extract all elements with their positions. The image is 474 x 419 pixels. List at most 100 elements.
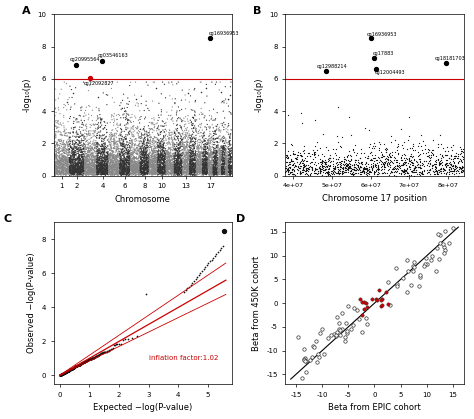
Point bbox=[64, 142, 72, 148]
Point bbox=[102, 170, 110, 177]
Point bbox=[321, 170, 328, 176]
Point bbox=[216, 168, 224, 174]
Point bbox=[451, 163, 459, 170]
Point bbox=[193, 157, 201, 164]
Point bbox=[168, 165, 176, 171]
Point bbox=[173, 160, 181, 167]
Point bbox=[119, 160, 127, 167]
Point bbox=[168, 163, 176, 169]
Point bbox=[218, 163, 226, 170]
Point bbox=[62, 162, 69, 169]
Point bbox=[210, 149, 218, 156]
Point bbox=[65, 150, 73, 156]
Point bbox=[432, 168, 439, 174]
Point bbox=[366, 140, 374, 147]
Point bbox=[127, 155, 135, 162]
Point bbox=[282, 165, 290, 171]
Point bbox=[122, 167, 129, 174]
Point bbox=[149, 164, 156, 171]
Point bbox=[162, 163, 169, 170]
Point bbox=[209, 161, 217, 168]
Point bbox=[142, 165, 149, 172]
Point bbox=[61, 370, 68, 376]
Point bbox=[173, 111, 180, 118]
Point bbox=[81, 161, 89, 168]
Point bbox=[218, 169, 226, 176]
Point bbox=[92, 163, 100, 170]
Point bbox=[201, 147, 209, 153]
Point bbox=[120, 163, 128, 169]
Point bbox=[73, 154, 81, 160]
Point bbox=[185, 147, 192, 153]
Point bbox=[293, 155, 301, 162]
Point bbox=[155, 122, 163, 129]
Point bbox=[99, 138, 107, 145]
Point bbox=[222, 165, 229, 171]
Point bbox=[57, 372, 64, 378]
Point bbox=[142, 154, 150, 161]
Point bbox=[77, 171, 85, 178]
Point bbox=[57, 140, 64, 147]
Point bbox=[213, 148, 221, 155]
Point bbox=[101, 119, 109, 126]
Point bbox=[52, 157, 60, 163]
Point bbox=[113, 143, 121, 150]
Point bbox=[60, 370, 68, 377]
Point bbox=[284, 168, 292, 175]
Point bbox=[197, 144, 205, 151]
Point bbox=[206, 128, 214, 135]
Point bbox=[200, 132, 208, 139]
Point bbox=[427, 153, 434, 160]
Point bbox=[374, 166, 382, 172]
Point bbox=[177, 124, 185, 131]
Point bbox=[164, 166, 172, 173]
Point bbox=[135, 130, 142, 137]
Point bbox=[128, 335, 136, 341]
Point bbox=[64, 146, 72, 153]
Point bbox=[141, 167, 149, 173]
Point bbox=[66, 366, 74, 373]
Point bbox=[178, 163, 186, 170]
Point bbox=[332, 170, 340, 177]
Point bbox=[187, 156, 194, 163]
Point bbox=[152, 169, 160, 176]
Point bbox=[114, 163, 122, 170]
Point bbox=[227, 151, 234, 158]
Point bbox=[57, 119, 64, 126]
Point bbox=[156, 169, 164, 176]
Point bbox=[54, 139, 61, 146]
Point bbox=[162, 172, 170, 178]
Point bbox=[140, 152, 148, 158]
Point bbox=[116, 161, 124, 168]
Point bbox=[53, 154, 60, 161]
Point bbox=[201, 162, 209, 169]
Point bbox=[206, 163, 213, 170]
Point bbox=[178, 170, 185, 177]
Point bbox=[81, 171, 89, 178]
Point bbox=[199, 165, 206, 172]
Point bbox=[105, 168, 113, 175]
Point bbox=[416, 162, 424, 169]
Point bbox=[206, 130, 213, 137]
Point bbox=[66, 155, 73, 162]
Point bbox=[112, 145, 120, 152]
Point bbox=[63, 150, 70, 157]
Point bbox=[118, 126, 125, 133]
Point bbox=[136, 149, 144, 156]
Point bbox=[153, 141, 161, 147]
Point bbox=[186, 167, 193, 173]
Point bbox=[220, 155, 228, 162]
Point bbox=[125, 160, 133, 167]
Point bbox=[126, 160, 134, 167]
Point bbox=[71, 364, 78, 370]
Point bbox=[83, 131, 91, 138]
Point bbox=[152, 167, 159, 173]
Point bbox=[72, 167, 80, 173]
Point bbox=[188, 143, 196, 150]
Point bbox=[128, 153, 135, 160]
Point bbox=[67, 155, 75, 161]
Point bbox=[164, 160, 172, 167]
Point bbox=[55, 124, 63, 131]
Point bbox=[400, 167, 407, 174]
Point bbox=[137, 160, 144, 167]
